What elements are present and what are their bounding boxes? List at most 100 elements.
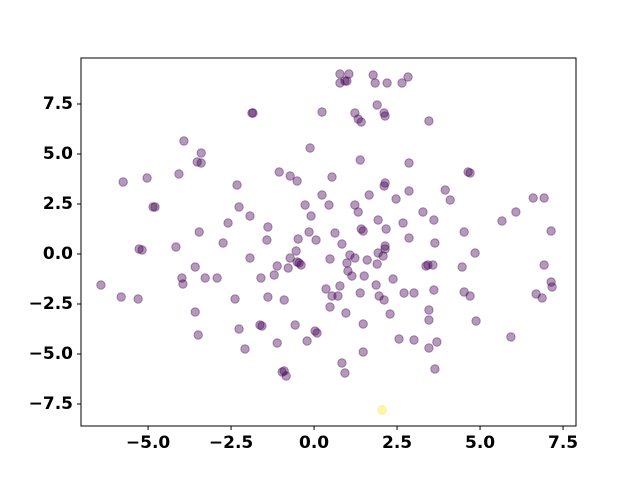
point — [409, 335, 419, 345]
point — [373, 215, 383, 225]
point — [377, 405, 387, 415]
point — [118, 177, 128, 187]
point — [459, 287, 469, 297]
y-tick-label: 5.0 — [43, 144, 73, 164]
point — [272, 338, 282, 348]
point — [385, 309, 395, 319]
point — [137, 245, 147, 255]
point — [256, 273, 266, 283]
point — [424, 305, 434, 315]
point — [546, 277, 556, 287]
point — [380, 111, 390, 121]
point — [277, 367, 287, 377]
point — [457, 262, 467, 272]
point — [134, 244, 144, 254]
point — [285, 253, 295, 263]
point — [337, 358, 347, 368]
point — [370, 78, 380, 88]
x-tick-label: 0.0 — [299, 433, 329, 453]
point — [445, 195, 455, 205]
point — [356, 224, 366, 234]
point — [340, 368, 350, 378]
point — [388, 274, 398, 284]
point — [356, 117, 366, 127]
point — [418, 207, 428, 217]
point — [281, 371, 291, 381]
point — [531, 289, 541, 299]
point — [263, 292, 273, 302]
point — [317, 107, 327, 117]
point — [379, 181, 389, 191]
point — [335, 69, 345, 79]
point — [325, 254, 335, 264]
point — [350, 253, 360, 263]
y-tick-label: 7.5 — [43, 94, 73, 114]
y-tick-label: −7.5 — [29, 394, 73, 414]
point — [371, 280, 381, 290]
point — [345, 250, 355, 260]
point — [248, 108, 258, 118]
point — [398, 218, 408, 228]
point — [429, 215, 439, 225]
point — [116, 292, 126, 302]
point — [391, 194, 401, 204]
point — [218, 238, 228, 248]
point — [353, 207, 363, 217]
point — [179, 136, 189, 146]
point — [358, 226, 368, 236]
point — [223, 218, 233, 228]
point — [463, 167, 473, 177]
point — [324, 200, 334, 210]
point — [230, 294, 240, 304]
point — [359, 271, 369, 281]
point — [310, 326, 320, 336]
point — [263, 222, 273, 232]
point — [373, 248, 383, 258]
point — [372, 259, 382, 269]
point — [196, 158, 206, 168]
point — [465, 168, 475, 178]
point — [470, 248, 480, 258]
point — [374, 291, 384, 301]
point — [497, 216, 507, 226]
point — [347, 271, 357, 281]
point — [428, 260, 438, 270]
point — [279, 366, 289, 376]
point — [234, 324, 244, 334]
point — [247, 108, 257, 118]
point — [306, 211, 316, 221]
point — [350, 200, 360, 210]
point — [325, 302, 335, 312]
x-tick-label: −2.5 — [209, 433, 253, 453]
point — [342, 76, 352, 86]
point — [379, 295, 389, 305]
point — [174, 169, 184, 179]
point — [340, 76, 350, 86]
x-tick-label: 2.5 — [382, 433, 412, 453]
point — [335, 281, 345, 291]
point — [404, 158, 414, 168]
point — [465, 291, 475, 301]
point — [423, 260, 433, 270]
point — [330, 228, 340, 238]
point — [232, 180, 242, 190]
point — [333, 291, 343, 301]
point — [506, 332, 516, 342]
plot-frame — [80, 57, 577, 427]
point — [379, 108, 389, 118]
point — [528, 193, 538, 203]
y-tick-label: −5.0 — [29, 344, 74, 364]
point — [432, 337, 442, 347]
point — [403, 72, 413, 82]
point — [380, 241, 390, 251]
point — [353, 114, 363, 124]
point — [177, 273, 187, 283]
point — [279, 295, 289, 305]
point — [404, 186, 414, 196]
point — [193, 330, 203, 340]
point — [296, 260, 306, 270]
point — [378, 251, 388, 261]
point — [430, 238, 440, 248]
point — [245, 253, 255, 263]
point — [311, 235, 321, 245]
